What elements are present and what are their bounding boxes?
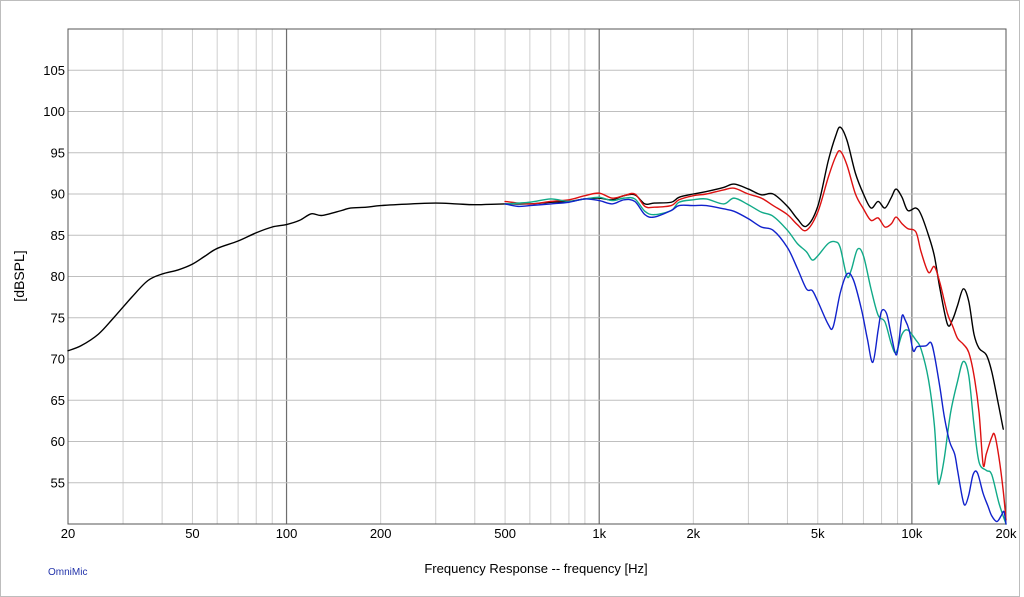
x-axis-label: Frequency Response -- frequency [Hz] [424,561,647,576]
y-tick-labels: 55 60 65 70 75 80 85 90 95 100 105 [43,63,65,491]
x-tick-labels: 20 50 100 200 500 1k 2k 5k 10k 20k [61,526,1017,541]
plot-border [67,28,1007,525]
y-tick-label: 90 [51,187,65,202]
x-tick-label: 5k [811,526,825,541]
y-tick-label: 85 [51,228,65,243]
x-tick-label: 100 [276,526,298,541]
y-tick-label: 60 [51,434,65,449]
y-tick-label: 100 [43,104,65,119]
series-line-2 [504,150,1007,521]
series-line-1 [67,126,1004,430]
series-line-3 [504,196,1007,525]
x-tick-label: 50 [185,526,199,541]
y-tick-label: 80 [51,269,65,284]
x-tick-label: 1k [592,526,606,541]
series-line-4 [504,198,1007,525]
y-tick-label: 70 [51,352,65,367]
x-tick-label: 2k [686,526,700,541]
y-axis-label: [dBSPL] [11,250,27,301]
x-tick-label: 20 [61,526,75,541]
y-tick-label: 75 [51,310,65,325]
x-tick-label: 500 [494,526,516,541]
x-tick-label: 20k [996,526,1017,541]
brand-label: OmniMic [48,567,87,578]
y-tick-label: 65 [51,393,65,408]
x-tick-label: 10k [901,526,922,541]
series-layer [67,126,1007,525]
y-tick-label: 95 [51,145,65,160]
y-tick-label: 55 [51,475,65,490]
y-tick-label: 105 [43,63,65,78]
x-tick-label: 200 [370,526,392,541]
